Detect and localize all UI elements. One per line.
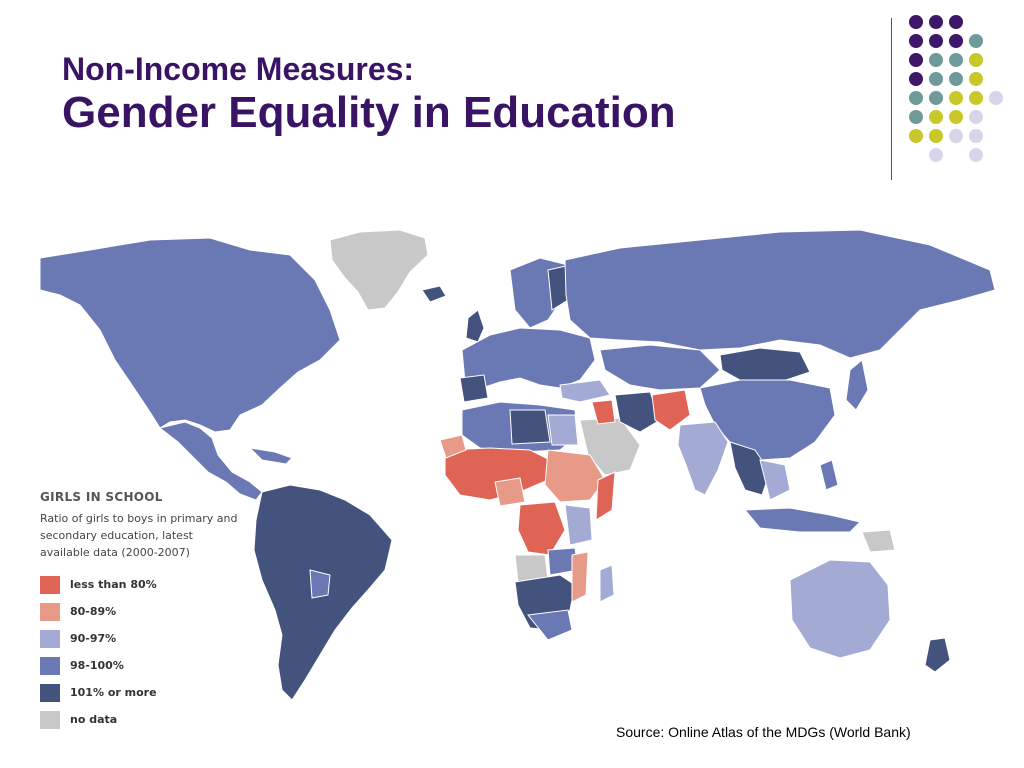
region-philippines [819, 459, 839, 491]
region-sudan-ethiopia [544, 449, 606, 503]
region-iberia [459, 374, 489, 403]
decorative-dot [929, 91, 943, 105]
region-indochina [759, 459, 791, 501]
decorative-dot [949, 53, 963, 67]
legend-label: 90-97% [70, 632, 117, 645]
decorative-dot [969, 110, 983, 124]
legend-swatch [40, 710, 60, 729]
region-madagascar [599, 564, 615, 603]
decorative-dot [909, 34, 923, 48]
legend-swatch [40, 629, 60, 648]
region-nigeria [494, 477, 526, 507]
region-russia [564, 229, 996, 359]
decorative-dot [969, 72, 983, 86]
region-east-africa [564, 504, 593, 546]
legend-swatch [40, 683, 60, 702]
decorative-dot [929, 34, 943, 48]
title-line-1: Non-Income Measures: [62, 51, 415, 87]
region-south-africa [527, 609, 573, 641]
decorative-dot [949, 72, 963, 86]
legend-label: less than 80% [70, 578, 157, 591]
decorative-dot [969, 53, 983, 67]
legend-item: no data [40, 706, 260, 733]
decorative-dot [929, 72, 943, 86]
region-central-asia [599, 344, 721, 391]
region-north-america [39, 237, 341, 433]
region-australia [789, 559, 891, 659]
legend-item: 98-100% [40, 652, 260, 679]
region-papua [861, 529, 896, 553]
region-sahel [444, 447, 551, 501]
region-mozambique [571, 551, 589, 603]
region-japan [845, 359, 869, 411]
decorative-dot [909, 72, 923, 86]
world-map [39, 229, 996, 701]
region-india [677, 421, 729, 496]
region-central-america [158, 421, 263, 501]
decorative-dot [989, 91, 1003, 105]
region-south-america-paraguay [309, 569, 331, 599]
decorative-dot [969, 148, 983, 162]
legend-item: 101% or more [40, 679, 260, 706]
decorative-dot [969, 129, 983, 143]
decorative-dot [949, 15, 963, 29]
region-uk [465, 309, 485, 343]
decorative-dot [949, 129, 963, 143]
source-citation: Source: Online Atlas of the MDGs (World … [616, 724, 911, 740]
decorative-dot [949, 91, 963, 105]
legend-label: no data [70, 713, 118, 726]
region-afghanistan [651, 389, 691, 431]
decorative-dot [969, 91, 983, 105]
legend-swatch [40, 656, 60, 675]
legend-label: 80-89% [70, 605, 117, 618]
decorative-dot-grid [909, 15, 1003, 162]
region-greenland [329, 229, 429, 311]
region-indonesia [743, 507, 861, 533]
region-caribbean [248, 447, 293, 465]
decorative-dot [969, 34, 983, 48]
region-iran [614, 391, 661, 433]
region-somalia [595, 471, 616, 521]
legend-item: 90-97% [40, 625, 260, 652]
region-libya [509, 409, 551, 445]
decorative-dot [929, 15, 943, 29]
decorative-dot [909, 110, 923, 124]
decorative-dot [929, 110, 943, 124]
region-new-zealand [924, 637, 951, 673]
decorative-dot [909, 15, 923, 29]
region-congo [517, 501, 566, 556]
legend-swatch [40, 575, 60, 594]
region-mongolia [719, 347, 811, 383]
decorative-dot [929, 53, 943, 67]
legend-label: 98-100% [70, 659, 124, 672]
region-iraq [591, 399, 616, 425]
region-egypt [547, 414, 579, 446]
decorative-dot [909, 129, 923, 143]
slide-title: Non-Income Measures: Gender Equality in … [62, 50, 676, 138]
map-legend: GIRLS IN SCHOOL Ratio of girls to boys i… [40, 490, 260, 733]
decorative-dot [949, 34, 963, 48]
region-iceland [421, 285, 447, 303]
region-southeast-asia [729, 441, 771, 496]
decorative-divider [891, 18, 892, 180]
legend-item: less than 80% [40, 571, 260, 598]
legend-items: less than 80% 80-89% 90-97% 98-100% 101% or … [40, 571, 260, 733]
decorative-dot [949, 110, 963, 124]
legend-swatch [40, 602, 60, 621]
decorative-dot [909, 53, 923, 67]
region-turkey [559, 379, 611, 403]
legend-title: GIRLS IN SCHOOL [40, 490, 163, 504]
decorative-dot [929, 129, 943, 143]
decorative-dot [929, 148, 943, 162]
title-line-2: Gender Equality in Education [62, 88, 676, 137]
legend-label: 101% or more [70, 686, 157, 699]
region-west-coast [439, 434, 467, 459]
legend-description: Ratio of girls to boys in primary and se… [40, 512, 238, 559]
legend-item: 80-89% [40, 598, 260, 625]
decorative-dot [909, 91, 923, 105]
